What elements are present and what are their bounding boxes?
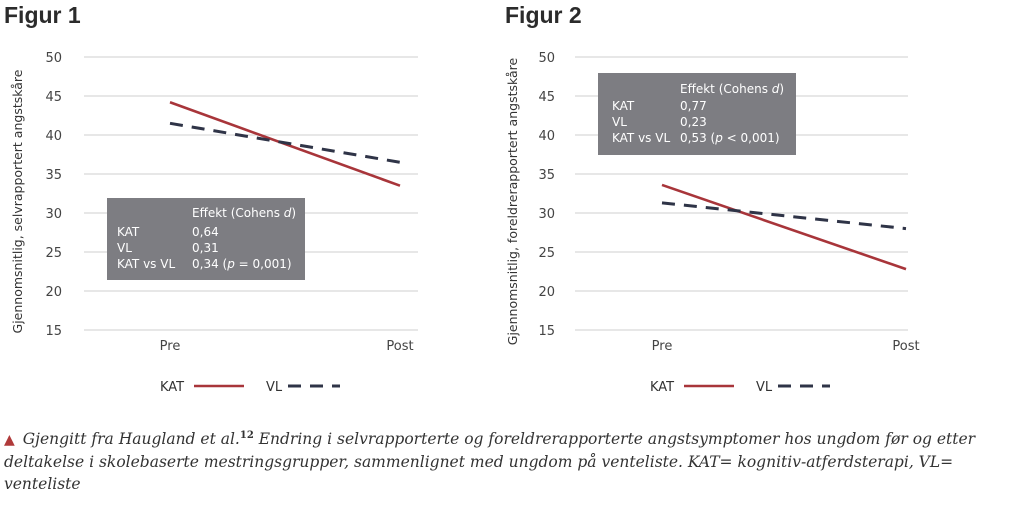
- effect-value-kat-vs-vl: 0,53 (p < 0,001): [680, 131, 780, 145]
- figure-1-title: Figur 1: [4, 2, 81, 28]
- x-tick-label-pre: Pre: [652, 339, 673, 354]
- y-tick-label-30: 30: [538, 207, 555, 222]
- y-tick-label-25: 25: [45, 246, 62, 261]
- effect-label-kat-vs-vl: KAT vs VL: [612, 131, 670, 145]
- series-line-vl: [661, 201, 907, 231]
- effect-label-vl: VL: [117, 241, 132, 255]
- y-tick-label-40: 40: [538, 129, 555, 144]
- effect-size-box: [107, 198, 305, 280]
- x-tick-label-post: Post: [386, 339, 413, 354]
- x-tick-label-pre: Pre: [160, 339, 181, 354]
- effect-label-kat: KAT: [117, 225, 140, 239]
- figure-caption: ▲ Gjengitt fra Haugland et al.12 Endring …: [4, 425, 1014, 495]
- series-line-kat: [661, 183, 907, 271]
- y-tick-label-50: 50: [538, 51, 555, 66]
- y-tick-label-40: 40: [45, 129, 62, 144]
- figure-2-title: Figur 2: [505, 2, 582, 28]
- series-line-vl: [169, 121, 401, 164]
- effect-value-kat-vs-vl: 0,34 (p = 0,001): [192, 257, 292, 271]
- y-tick-label-35: 35: [45, 168, 62, 183]
- effect-label-kat: KAT: [612, 99, 635, 113]
- effect-size-box: [598, 73, 796, 155]
- effect-size-header: Effekt (Cohens d): [680, 82, 784, 96]
- charts-canvas: 50 45 40 35 30 25 20 15 Pre Post Gjennomsnitlig, s…: [10, 51, 920, 395]
- y-tick-label-25: 25: [538, 246, 555, 261]
- effect-value-kat: 0,77: [680, 99, 707, 113]
- y-axis-label: Gjennomsnitlig, foreldrerapportert angst…: [505, 57, 520, 345]
- caption-lead: Gjengitt fra Haugland et al.: [22, 430, 240, 449]
- y-tick-label-15: 15: [45, 324, 62, 339]
- y-tick-label-15: 15: [538, 324, 555, 339]
- effect-size-header: Effekt (Cohens d): [192, 206, 296, 220]
- x-tick-label-post: Post: [892, 339, 919, 354]
- y-tick-label-30: 30: [45, 207, 62, 222]
- legend-label-kat: KAT: [650, 380, 674, 395]
- caption-text: Endring i selvrapporterte og foreldrerap…: [4, 430, 976, 494]
- effect-value-vl: 0,23: [680, 115, 707, 129]
- caption-reference: 12: [239, 430, 254, 441]
- effect-value-vl: 0,31: [192, 241, 219, 255]
- legend-label-kat: KAT: [160, 380, 184, 395]
- effect-label-kat-vs-vl: KAT vs VL: [117, 257, 175, 271]
- y-tick-label-45: 45: [45, 90, 62, 105]
- caption-marker-icon: ▲: [4, 432, 15, 449]
- effect-value-kat: 0,64: [192, 225, 219, 239]
- legend-label-vl: VL: [756, 380, 773, 395]
- y-tick-label-35: 35: [538, 168, 555, 183]
- y-tick-label-20: 20: [538, 285, 555, 300]
- y-axis-label: Gjennomsnitlig, selvrapportert angstskår…: [10, 69, 25, 333]
- effect-label-vl: VL: [612, 115, 627, 129]
- y-tick-label-20: 20: [45, 285, 62, 300]
- y-tick-label-50: 50: [45, 51, 62, 66]
- legend-label-vl: VL: [266, 380, 283, 395]
- y-tick-label-45: 45: [538, 90, 555, 105]
